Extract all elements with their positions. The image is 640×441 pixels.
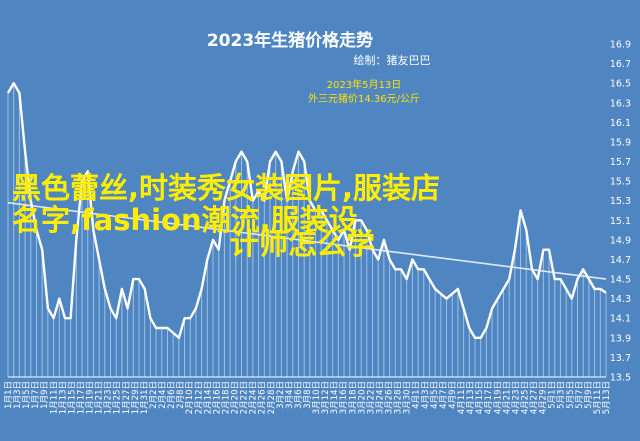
x-tick-label: 5月1日 bbox=[548, 381, 558, 409]
x-tick-label: 3月4日 bbox=[285, 381, 295, 409]
x-tick-label: 3月30日 bbox=[403, 381, 413, 414]
y-tick-label: 16.7 bbox=[610, 59, 631, 70]
x-tick-label: 1月27日 bbox=[122, 381, 132, 414]
x-tick-label: 2月24日 bbox=[249, 381, 259, 414]
x-tick-label: 3月16日 bbox=[339, 381, 349, 414]
x-tick-label: 4月3日 bbox=[421, 381, 431, 409]
x-tick-label: 3月24日 bbox=[376, 381, 386, 414]
x-tick-label: 3月28日 bbox=[394, 381, 404, 414]
y-tick-label: 14.9 bbox=[610, 235, 631, 246]
x-tick-label: 5月7日 bbox=[575, 381, 585, 409]
chart-subtitle: 绘制：猪友巴巴 bbox=[354, 53, 431, 67]
x-tick-label: 2月8日 bbox=[176, 381, 186, 409]
chart-title: 2023年生猪价格走势 bbox=[207, 30, 373, 51]
x-tick-label: 4月23日 bbox=[511, 381, 521, 414]
x-tick-label: 2月14日 bbox=[203, 381, 213, 414]
y-tick-label: 14.7 bbox=[610, 255, 631, 266]
x-tick-label: 4月15日 bbox=[475, 381, 485, 414]
x-tick-label: 1月15日 bbox=[67, 381, 77, 414]
trend-line bbox=[7, 201, 607, 280]
x-tick-label: 4月5日 bbox=[430, 381, 440, 409]
x-tick-label: 1月29日 bbox=[131, 381, 141, 414]
x-tick-label: 2月6日 bbox=[167, 381, 177, 409]
y-tick-label: 13.9 bbox=[610, 333, 631, 344]
x-tick-label: 2月2日 bbox=[149, 381, 159, 409]
watermark-line-3: 计师怎么学 bbox=[230, 227, 375, 261]
drop-lines bbox=[7, 83, 607, 377]
x-tick-label: 1月11日 bbox=[49, 381, 59, 414]
x-tick-label: 1月21日 bbox=[95, 381, 105, 414]
x-tick-label: 4月17日 bbox=[484, 381, 494, 414]
x-tick-label: 1月25日 bbox=[113, 381, 123, 414]
series-line bbox=[6, 81, 607, 339]
x-tick-label: 2月12日 bbox=[194, 381, 204, 414]
y-tick-label: 15.9 bbox=[610, 137, 631, 148]
y-tick-label: 15.5 bbox=[610, 177, 631, 188]
y-tick-label: 13.5 bbox=[610, 373, 631, 384]
y-tick-label: 16.3 bbox=[610, 98, 631, 109]
watermark-line-2: 名字,fashion潮流,服装设 bbox=[12, 203, 358, 237]
x-tick-label: 3月18日 bbox=[348, 381, 358, 414]
watermark-line-1: 黑色蕾丝,时装秀女装图片,服装店 bbox=[12, 171, 440, 205]
x-tick-label: 1月5日 bbox=[22, 381, 32, 409]
x-tick-label: 1月17日 bbox=[77, 381, 87, 414]
x-tick-label: 3月6日 bbox=[294, 381, 304, 409]
y-tick-label: 15.3 bbox=[610, 196, 631, 207]
x-tick-label: 2月18日 bbox=[222, 381, 232, 414]
y-tick-label: 14.3 bbox=[610, 294, 631, 305]
x-tick-label: 5月3日 bbox=[557, 381, 567, 409]
y-tick-label: 14.1 bbox=[610, 314, 631, 325]
y-tick-label: 13.7 bbox=[610, 353, 631, 364]
x-tick-label: 1月3日 bbox=[13, 381, 23, 409]
x-tick-label: 3月22日 bbox=[366, 381, 376, 414]
y-tick-label: 15.7 bbox=[610, 157, 631, 168]
x-tick-label: 4月29日 bbox=[539, 381, 549, 414]
x-tick-label: 5月11日 bbox=[593, 381, 603, 414]
x-tick-label: 2月10日 bbox=[185, 381, 195, 414]
x-tick-label: 4月1日 bbox=[412, 381, 422, 409]
x-tick-label: 2月16日 bbox=[212, 381, 222, 414]
x-tick-label: 3月14日 bbox=[330, 381, 340, 414]
x-tick-label: 2月28日 bbox=[267, 381, 277, 414]
x-tick-label: 3月26日 bbox=[385, 381, 395, 414]
x-tick-label: 4月11日 bbox=[457, 381, 467, 414]
x-tick-label: 5月9日 bbox=[584, 381, 594, 409]
x-tick-label: 3月12日 bbox=[321, 381, 331, 414]
x-tick-label: 3月8日 bbox=[303, 381, 313, 409]
x-tick-label: 4月27日 bbox=[530, 381, 540, 414]
x-tick-label: 4月7日 bbox=[439, 381, 449, 409]
y-tick-label: 16.1 bbox=[610, 118, 631, 129]
x-tick-label: 3月10日 bbox=[312, 381, 322, 414]
x-tick-label: 3月2日 bbox=[276, 381, 286, 409]
x-tick-label: 2月26日 bbox=[258, 381, 268, 414]
x-tick-label: 4月21日 bbox=[502, 381, 512, 414]
x-tick-label: 2月4日 bbox=[158, 381, 168, 409]
x-tick-label: 4月9日 bbox=[448, 381, 458, 409]
annotation-text: 外三元猪价14.36元/公斤 bbox=[308, 93, 420, 105]
x-tick-label: 2月20日 bbox=[231, 381, 241, 414]
x-tick-label: 1月19日 bbox=[86, 381, 96, 414]
y-tick-label: 15.1 bbox=[610, 216, 631, 227]
x-tick-label: 4月25日 bbox=[521, 381, 531, 414]
x-tick-label: 2月22日 bbox=[240, 381, 250, 414]
x-tick-labels: 1月1日 1月3日 1月5日 1月7日 1月9日 1月11日 1月13日 1月15日 1月17日… bbox=[4, 381, 612, 414]
annotation-date: 2023年5月13日 bbox=[327, 78, 402, 91]
x-tick-label: 1月23日 bbox=[104, 381, 114, 414]
y-tick-label: 16.9 bbox=[610, 40, 631, 51]
x-tick-label: 3月20日 bbox=[357, 381, 367, 414]
y-tick-label: 14.5 bbox=[610, 275, 631, 286]
x-tick-label: 1月9日 bbox=[40, 381, 50, 409]
y-tick-labels: 16.9 16.7 16.5 16.3 16.1 15.9 15.7 15.5 15.3 15.1… bbox=[610, 40, 631, 384]
x-tick-label: 4月13日 bbox=[466, 381, 476, 414]
x-tick-label: 4月19日 bbox=[493, 381, 503, 414]
x-tick-label: 5月13日 bbox=[602, 381, 612, 414]
y-tick-label: 16.5 bbox=[610, 79, 631, 90]
x-tick-label: 1月31日 bbox=[140, 381, 150, 414]
x-tick-label: 1月1日 bbox=[4, 381, 14, 409]
x-tick-label: 1月7日 bbox=[31, 381, 41, 409]
x-tick-label: 5月5日 bbox=[566, 381, 576, 409]
x-tick-label: 1月13日 bbox=[58, 381, 68, 414]
